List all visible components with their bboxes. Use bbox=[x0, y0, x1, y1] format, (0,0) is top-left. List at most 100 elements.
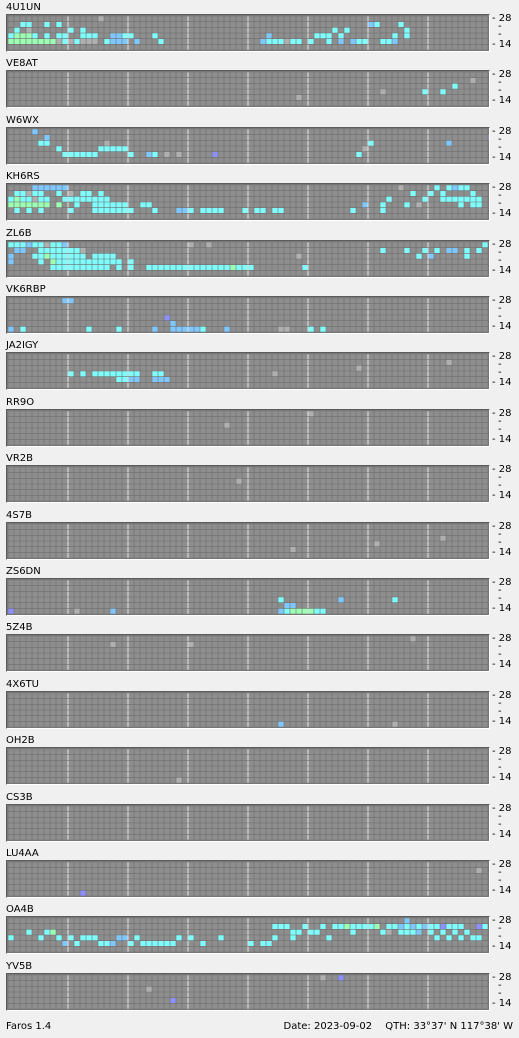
signal-cell bbox=[20, 326, 26, 332]
scale-bottom-label: - 14 bbox=[492, 152, 512, 163]
signal-cell bbox=[164, 940, 170, 947]
signal-cell bbox=[140, 940, 146, 947]
signal-cell bbox=[86, 259, 92, 265]
signal-cell bbox=[98, 196, 104, 202]
signal-cell bbox=[254, 207, 260, 214]
signal-cell bbox=[26, 242, 32, 248]
signal-cell bbox=[272, 371, 278, 377]
signal-cell bbox=[158, 940, 164, 947]
signal-cell bbox=[44, 196, 50, 202]
signal-cell bbox=[110, 146, 116, 152]
signal-cell bbox=[260, 207, 266, 214]
signal-cell bbox=[116, 146, 122, 152]
signal-cell bbox=[356, 365, 362, 371]
signal-cell bbox=[284, 326, 290, 332]
signal-cell bbox=[464, 185, 470, 191]
scale-tick: - bbox=[498, 416, 502, 427]
scale-tick: - bbox=[498, 593, 502, 604]
signal-cell bbox=[68, 259, 74, 265]
signal-cell bbox=[212, 207, 218, 214]
signal-cell bbox=[290, 608, 296, 614]
propagation-grid-canvas bbox=[7, 579, 489, 615]
signal-cell bbox=[80, 935, 86, 941]
signal-cell bbox=[320, 608, 326, 614]
signal-cell bbox=[26, 27, 32, 33]
station-callsign: W6WX bbox=[6, 115, 39, 126]
scale-tick: - bbox=[498, 811, 502, 822]
signal-cell bbox=[98, 259, 104, 265]
signal-cell bbox=[116, 326, 122, 332]
propagation-grid bbox=[6, 70, 490, 108]
signal-cell bbox=[458, 202, 464, 208]
signal-cell bbox=[266, 940, 272, 947]
scale-top-label: - 28 bbox=[492, 972, 512, 983]
signal-cell bbox=[416, 929, 422, 935]
signal-cell bbox=[92, 202, 98, 208]
signal-cell bbox=[80, 890, 86, 896]
signal-cell bbox=[68, 190, 74, 197]
propagation-grid-canvas bbox=[7, 466, 489, 502]
signal-cell bbox=[344, 27, 350, 33]
signal-cell bbox=[296, 608, 302, 614]
signal-cell bbox=[14, 202, 20, 208]
signal-cell bbox=[20, 196, 26, 202]
signal-cell bbox=[68, 298, 74, 304]
signal-cell bbox=[62, 38, 68, 45]
signal-cell bbox=[50, 242, 56, 248]
signal-cell bbox=[392, 597, 398, 603]
propagation-grid-canvas bbox=[7, 523, 489, 559]
signal-cell bbox=[404, 202, 410, 208]
station-callsign: OA4B bbox=[6, 904, 34, 915]
signal-cell bbox=[80, 253, 86, 259]
signal-cell bbox=[26, 196, 32, 202]
signal-cell bbox=[272, 38, 278, 45]
scale-tick: - bbox=[498, 875, 502, 886]
scale-top-label: - 28 bbox=[492, 408, 512, 419]
signal-cell bbox=[458, 923, 464, 930]
signal-cell bbox=[296, 38, 302, 45]
signal-cell bbox=[80, 27, 86, 33]
propagation-grid-canvas bbox=[7, 128, 489, 164]
scale-bottom-label: - 14 bbox=[492, 603, 512, 614]
signal-cell bbox=[404, 27, 410, 33]
signal-cell bbox=[368, 21, 374, 28]
station-callsign: 4S7B bbox=[6, 510, 32, 521]
signal-cell bbox=[128, 259, 134, 265]
station-row: JA2IGY - 28- - - 14 bbox=[0, 338, 519, 394]
signal-cell bbox=[62, 242, 68, 248]
signal-cell bbox=[38, 202, 44, 208]
date-readout: Date: 2023-09-02 bbox=[283, 1021, 373, 1032]
signal-cell bbox=[68, 38, 74, 45]
scale-tick: - bbox=[498, 641, 502, 652]
band-scale: - 28- - - 14 bbox=[492, 522, 519, 560]
band-scale: - 28- - - 14 bbox=[492, 747, 519, 785]
propagation-grid bbox=[6, 127, 490, 165]
signal-cell bbox=[410, 190, 416, 197]
signal-cell bbox=[152, 207, 158, 214]
signal-cell bbox=[116, 259, 122, 265]
scale-bottom-label: - 14 bbox=[492, 434, 512, 445]
signal-cell bbox=[482, 242, 488, 248]
signal-cell bbox=[380, 207, 386, 214]
signal-cell bbox=[116, 207, 122, 214]
signal-cell bbox=[20, 21, 26, 28]
signal-cell bbox=[404, 929, 410, 935]
signal-cell bbox=[320, 326, 326, 332]
station-callsign: ZS6DN bbox=[6, 566, 41, 577]
propagation-grid-canvas bbox=[7, 748, 489, 784]
signal-cell bbox=[176, 207, 182, 214]
signal-cell bbox=[452, 929, 458, 935]
scale-tick: - bbox=[498, 980, 502, 991]
signal-cell bbox=[446, 923, 452, 930]
scale-bottom-label: - 14 bbox=[492, 659, 512, 670]
scale-bottom-label: - 14 bbox=[492, 377, 512, 388]
signal-cell bbox=[122, 33, 128, 39]
band-scale: - 28- - - 14 bbox=[492, 860, 519, 898]
signal-cell bbox=[278, 207, 284, 214]
signal-cell bbox=[416, 923, 422, 930]
signal-cell bbox=[62, 940, 68, 947]
signal-cell bbox=[80, 371, 86, 377]
scale-bottom-label: - 14 bbox=[492, 998, 512, 1009]
band-scale: - 28- - - 14 bbox=[492, 296, 519, 334]
signal-cell bbox=[128, 264, 134, 271]
